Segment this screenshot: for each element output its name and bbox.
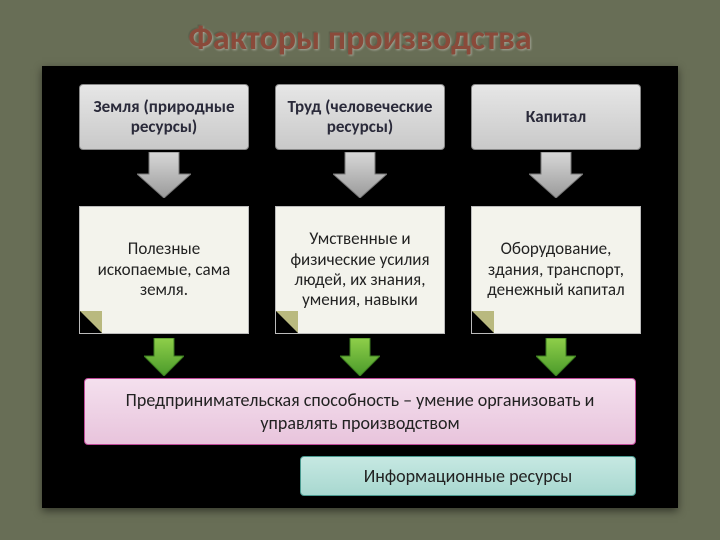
- top-row: Земля (природные ресурсы) Труд (человече…: [42, 84, 678, 150]
- detail-text: Умственные и физические усилия людей, их…: [282, 229, 438, 311]
- page-fold-icon: [472, 311, 494, 333]
- entrepreneurship-box: Предпринимательская способность – умение…: [84, 378, 636, 445]
- arrow-down-icon: [79, 152, 249, 198]
- page-fold-icon: [80, 311, 102, 333]
- detail-text: Полезные ископаемые, сама земля.: [86, 239, 242, 300]
- arrow-down-icon: [471, 338, 641, 376]
- arrow-down-icon: [79, 338, 249, 376]
- detail-box-labor: Умственные и физические усилия людей, их…: [275, 206, 445, 334]
- detail-text: Оборудование, здания, транспорт, денежны…: [478, 239, 634, 300]
- detail-box-capital: Оборудование, здания, транспорт, денежны…: [471, 206, 641, 334]
- page-fold-icon: [276, 311, 298, 333]
- factor-box-capital: Капитал: [471, 84, 641, 150]
- diagram-canvas: Земля (природные ресурсы) Труд (человече…: [42, 66, 678, 508]
- arrows-row-gray: [42, 152, 678, 198]
- factor-box-land: Земля (природные ресурсы): [79, 84, 249, 150]
- factor-box-labor: Труд (человеческие ресурсы): [275, 84, 445, 150]
- information-resources-box: Информационные ресурсы: [300, 456, 636, 496]
- detail-box-land: Полезные ископаемые, сама земля.: [79, 206, 249, 334]
- arrows-row-green: [42, 338, 678, 376]
- arrow-down-icon: [275, 338, 445, 376]
- mid-row: Полезные ископаемые, сама земля. Умствен…: [42, 206, 678, 334]
- arrow-down-icon: [471, 152, 641, 198]
- arrow-down-icon: [275, 152, 445, 198]
- page-title: Факторы производства: [0, 0, 720, 67]
- slide: Факторы производства Земля (природные ре…: [0, 0, 720, 540]
